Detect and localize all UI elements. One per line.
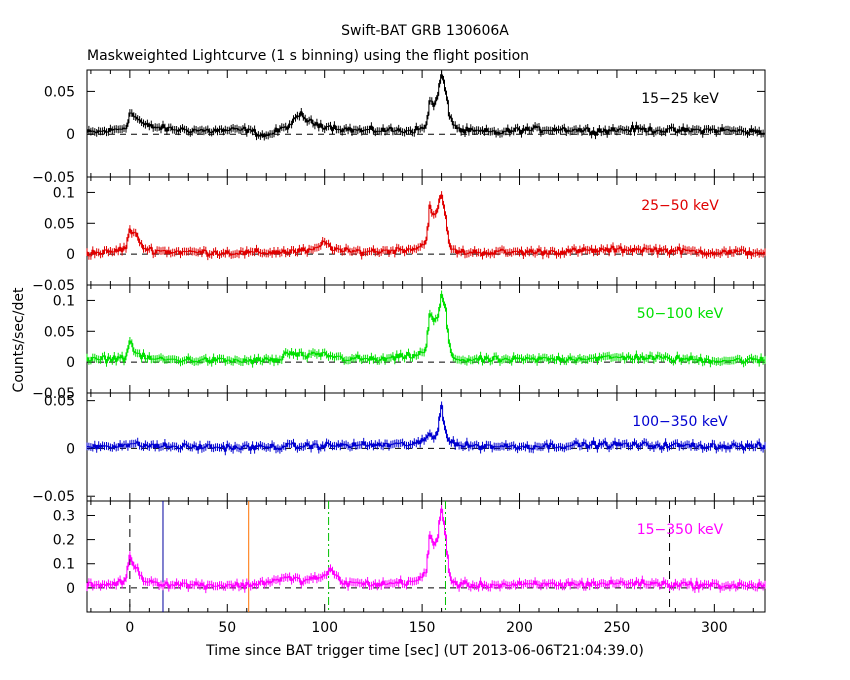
y-tick-label: 0: [66, 247, 75, 263]
x-tick-label: 100: [311, 620, 338, 636]
y-tick-label: −0.05: [32, 386, 75, 402]
y-tick-label: 0.1: [53, 185, 75, 201]
y-tick-label: 0.1: [53, 293, 75, 309]
band-label: 100−350 keV: [632, 414, 728, 430]
chart-subtitle: Maskweighted Lightcurve (1 s binning) us…: [87, 48, 529, 64]
x-tick-label: 200: [506, 620, 533, 636]
y-tick-label: 0: [66, 581, 75, 597]
band-label: 25−50 keV: [641, 198, 719, 214]
y-tick-label: 0.05: [44, 394, 75, 410]
panel-frame: [86, 176, 766, 286]
y-tick-label: 0.05: [44, 216, 75, 232]
x-tick-label: 150: [409, 620, 436, 636]
y-tick-label: 0.05: [44, 84, 75, 100]
panel-50-100-kev: −0.05 0 0.05 0.1 50−100 keV: [32, 284, 766, 402]
y-tick-label: −0.05: [32, 170, 75, 186]
panel-frame: [86, 500, 766, 613]
lightcurve-series: [86, 191, 766, 261]
panel-15-25-kev: −0.05 0 0.05 15−25 keV: [32, 69, 766, 186]
panels-group: −0.05 0 0.05 15−25 keV −0.05 0 0.05 0.1 25−50 ke…: [32, 69, 766, 636]
y-tick-label: −0.05: [32, 278, 75, 294]
lightcurve-series: [86, 401, 766, 456]
y-tick-label: 0: [66, 441, 75, 457]
x-axis-label: Time since BAT trigger time [sec] (UT 20…: [205, 643, 644, 659]
panel-frame: [86, 284, 766, 394]
chart-title: Swift-BAT GRB 130606A: [341, 23, 509, 39]
panel-25-50-kev: −0.05 0 0.05 0.1 25−50 keV: [32, 176, 766, 294]
x-tick-label: 250: [604, 620, 631, 636]
y-tick-label: 0.05: [44, 324, 75, 340]
y-tick-label: 0.1: [53, 557, 75, 573]
panel-100-350-kev: −0.05 0 0.05 100−350 keV: [32, 392, 766, 505]
band-label: 15−25 keV: [641, 91, 719, 107]
x-tick-label: 0: [125, 620, 134, 636]
y-tick-label: 0.2: [53, 533, 75, 549]
lightcurve-series: [86, 505, 766, 594]
y-tick-label: 0.3: [53, 508, 75, 524]
y-tick-label: 0: [66, 355, 75, 371]
lightcurve-series: [86, 70, 766, 141]
y-tick-label: −0.05: [32, 489, 75, 505]
x-tick-label: 50: [218, 620, 236, 636]
panel-15-350-kev: 0 0.1 0.2 0.3 15−350 keV 0 50 100 150 200 250 300: [53, 500, 766, 636]
y-tick-label: 0: [66, 127, 75, 143]
band-label: 50−100 keV: [637, 306, 724, 322]
y-axis-label: Counts/sec/det: [11, 287, 27, 392]
lightcurve-series: [86, 290, 766, 368]
band-label: 15−350 keV: [637, 522, 724, 538]
x-tick-label: 300: [701, 620, 728, 636]
